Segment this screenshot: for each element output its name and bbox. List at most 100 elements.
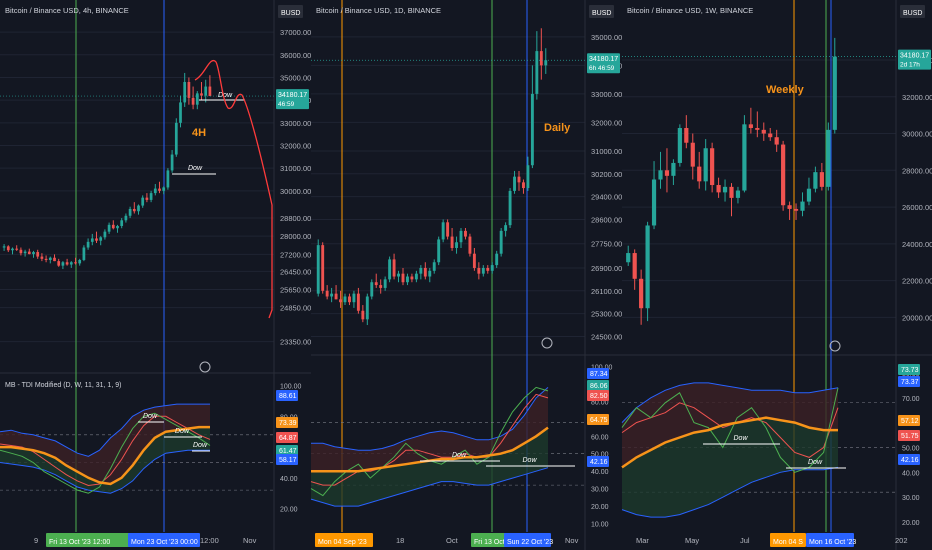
tdi-tick: 30.00 <box>591 487 609 494</box>
candle-body <box>19 249 23 254</box>
candle-body <box>632 253 637 279</box>
tdi-value-badge-bg <box>898 415 920 426</box>
candle-body <box>339 299 342 303</box>
tdi-value-badge-text: 88.61 <box>279 393 297 400</box>
candle-body <box>23 251 27 254</box>
candle-body <box>486 267 490 271</box>
candle-body <box>95 238 98 241</box>
candle-body <box>690 142 695 167</box>
candle-body <box>137 205 140 212</box>
candle-body <box>658 170 663 180</box>
tdi-value-badge-text: 51.75 <box>901 433 919 440</box>
tdi-market-base-line <box>0 425 210 486</box>
price-tick: 24000.00 <box>902 240 932 249</box>
candle-body <box>813 172 818 189</box>
price-tick: 31000.00 <box>591 147 622 156</box>
tdi-signal-line <box>0 415 211 487</box>
tdi-value-badge: 51.75 <box>898 430 920 441</box>
tdi-lower-band <box>310 467 549 507</box>
candle-body <box>410 276 414 280</box>
candle-body <box>348 296 351 303</box>
candle-body <box>374 282 378 286</box>
price-tick: 20000.00 <box>902 313 932 322</box>
tdi-value-badge: 87.34 <box>587 368 609 379</box>
tdi-value-badge: 73.39 <box>276 417 298 428</box>
candle-body <box>183 82 187 103</box>
tdi-tick: 70.00 <box>902 396 920 403</box>
timeframe-label: Daily <box>544 122 571 134</box>
candle-body <box>774 137 779 145</box>
tdi-value-badge-bg <box>898 364 920 375</box>
tdi-value-badge-text: 61.47 <box>279 448 297 455</box>
tdi-value-badge-text: 87.34 <box>590 371 608 378</box>
candle-body <box>32 252 35 255</box>
price-tick: 22000.00 <box>902 277 932 286</box>
last-price-badge-bg <box>898 49 931 70</box>
candle-body <box>330 293 334 297</box>
tdi-dow-label: Dow <box>175 428 190 435</box>
candle-body <box>490 265 494 271</box>
tdi-value-badge: 73.37 <box>898 376 920 387</box>
tdi-rsi-line <box>0 412 211 494</box>
tdi-value-badge-bg <box>276 417 298 428</box>
x-date-badge-bg <box>806 533 854 547</box>
candle-body <box>432 262 436 271</box>
candle-body <box>53 257 56 262</box>
candle-body <box>645 225 650 309</box>
candle-body <box>11 248 14 251</box>
candle-body <box>481 267 485 274</box>
price-tick: 23350.00 <box>280 338 311 347</box>
x-tick: Nov <box>565 536 579 545</box>
candles <box>2 72 212 270</box>
tdi-value-badge: 88.61 <box>276 390 298 401</box>
x-tick: Jul <box>740 536 750 545</box>
price-tick: 29400.00 <box>591 193 622 202</box>
x-tick: Oct <box>446 536 459 545</box>
tdi-tick: 40.00 <box>280 476 298 483</box>
candle-body <box>477 267 481 274</box>
tdi-pane: MB - TDI Modified (D, W, 11, 31, 1, 9) 10… <box>0 382 302 514</box>
candle-body <box>755 128 760 130</box>
price-tick: 32000.00 <box>591 118 622 127</box>
candle-body <box>15 248 19 250</box>
x-date-badge-bg <box>770 533 806 547</box>
candle-body <box>141 197 145 206</box>
tdi-value-badge-bg <box>898 430 920 441</box>
candle-body <box>116 225 119 229</box>
tdi-signal-line <box>310 393 549 486</box>
x-tick: 9 <box>34 536 38 545</box>
candle-body <box>826 129 831 187</box>
chart-title: Bitcoin / Binance USD, 1W, BINANCE <box>627 6 753 15</box>
candle-body <box>204 86 208 96</box>
candle-body <box>800 201 805 211</box>
price-tick: 28600.00 <box>591 215 622 224</box>
candle-body <box>522 182 525 189</box>
candle-body <box>703 148 708 182</box>
last-price-badge-bg <box>276 89 309 110</box>
candle-body <box>832 56 837 130</box>
candle-body <box>742 124 747 191</box>
tdi-value-badge: 73.73 <box>898 364 920 375</box>
candle-body <box>158 188 161 191</box>
currency-badge: BUSD <box>278 5 303 18</box>
candle-body <box>450 236 454 248</box>
tdi-lower-fill <box>622 417 838 518</box>
x-tick: 18 <box>396 536 404 545</box>
candle-body <box>419 267 423 274</box>
price-tick: 30200.00 <box>591 170 622 179</box>
panel-1D: 35000.0034000.0033000.0032000.0031000.00… <box>310 0 622 550</box>
candle-body <box>388 259 392 280</box>
currency-badge-text: BUSD <box>592 10 611 17</box>
x-date-badge-bg <box>46 533 135 547</box>
price-tick: 33000.00 <box>280 119 311 128</box>
candle-body <box>722 186 728 193</box>
tdi-rsi-line <box>621 387 839 473</box>
tdi-value-badge-text: 64.87 <box>279 435 297 442</box>
last-price-badge-bg <box>587 53 620 74</box>
tdi-tick: 20.00 <box>591 504 609 511</box>
candle-body <box>124 215 128 221</box>
candle-body <box>472 253 476 268</box>
candle-body <box>468 236 472 254</box>
x-tick: 202 <box>895 536 908 545</box>
tdi-tick: 50.00 <box>591 452 609 459</box>
